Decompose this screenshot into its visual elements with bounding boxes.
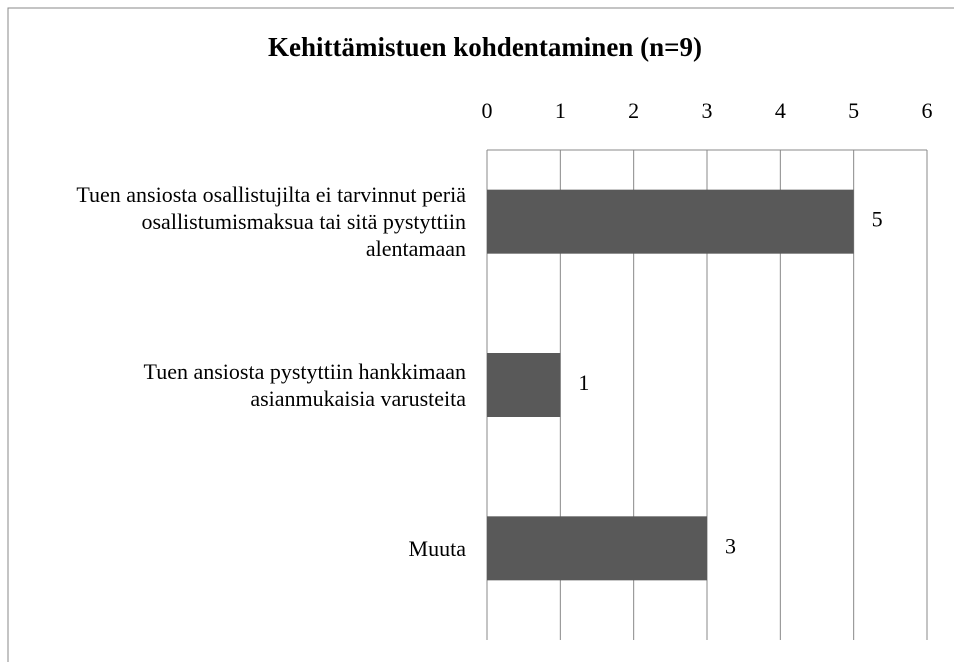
frame <box>7 7 954 662</box>
x-tick-label: 3 <box>702 98 713 123</box>
bar <box>487 189 854 254</box>
x-tick-label: 5 <box>848 98 859 123</box>
y-tick-label: Tuen ansiosta pystyttiin hankkimaan asia… <box>143 359 466 411</box>
x-tick-label: 6 <box>922 98 933 123</box>
y-tick-label: Muuta <box>408 535 466 561</box>
x-tick-label: 1 <box>555 98 566 123</box>
x-tick-label: 0 <box>482 98 493 123</box>
bar <box>487 516 707 581</box>
x-tick-label: 4 <box>775 98 786 123</box>
bar <box>487 353 561 417</box>
y-tick-label: Tuen ansiosta osallistujilta ei tarvinnu… <box>76 182 466 262</box>
value-label: 1 <box>578 370 589 395</box>
value-label: 5 <box>872 207 883 232</box>
chart-title: Kehittämistuen kohdentaminen (n=9) <box>268 32 702 62</box>
value-label: 3 <box>725 533 736 558</box>
x-tick-label: 2 <box>628 98 639 123</box>
